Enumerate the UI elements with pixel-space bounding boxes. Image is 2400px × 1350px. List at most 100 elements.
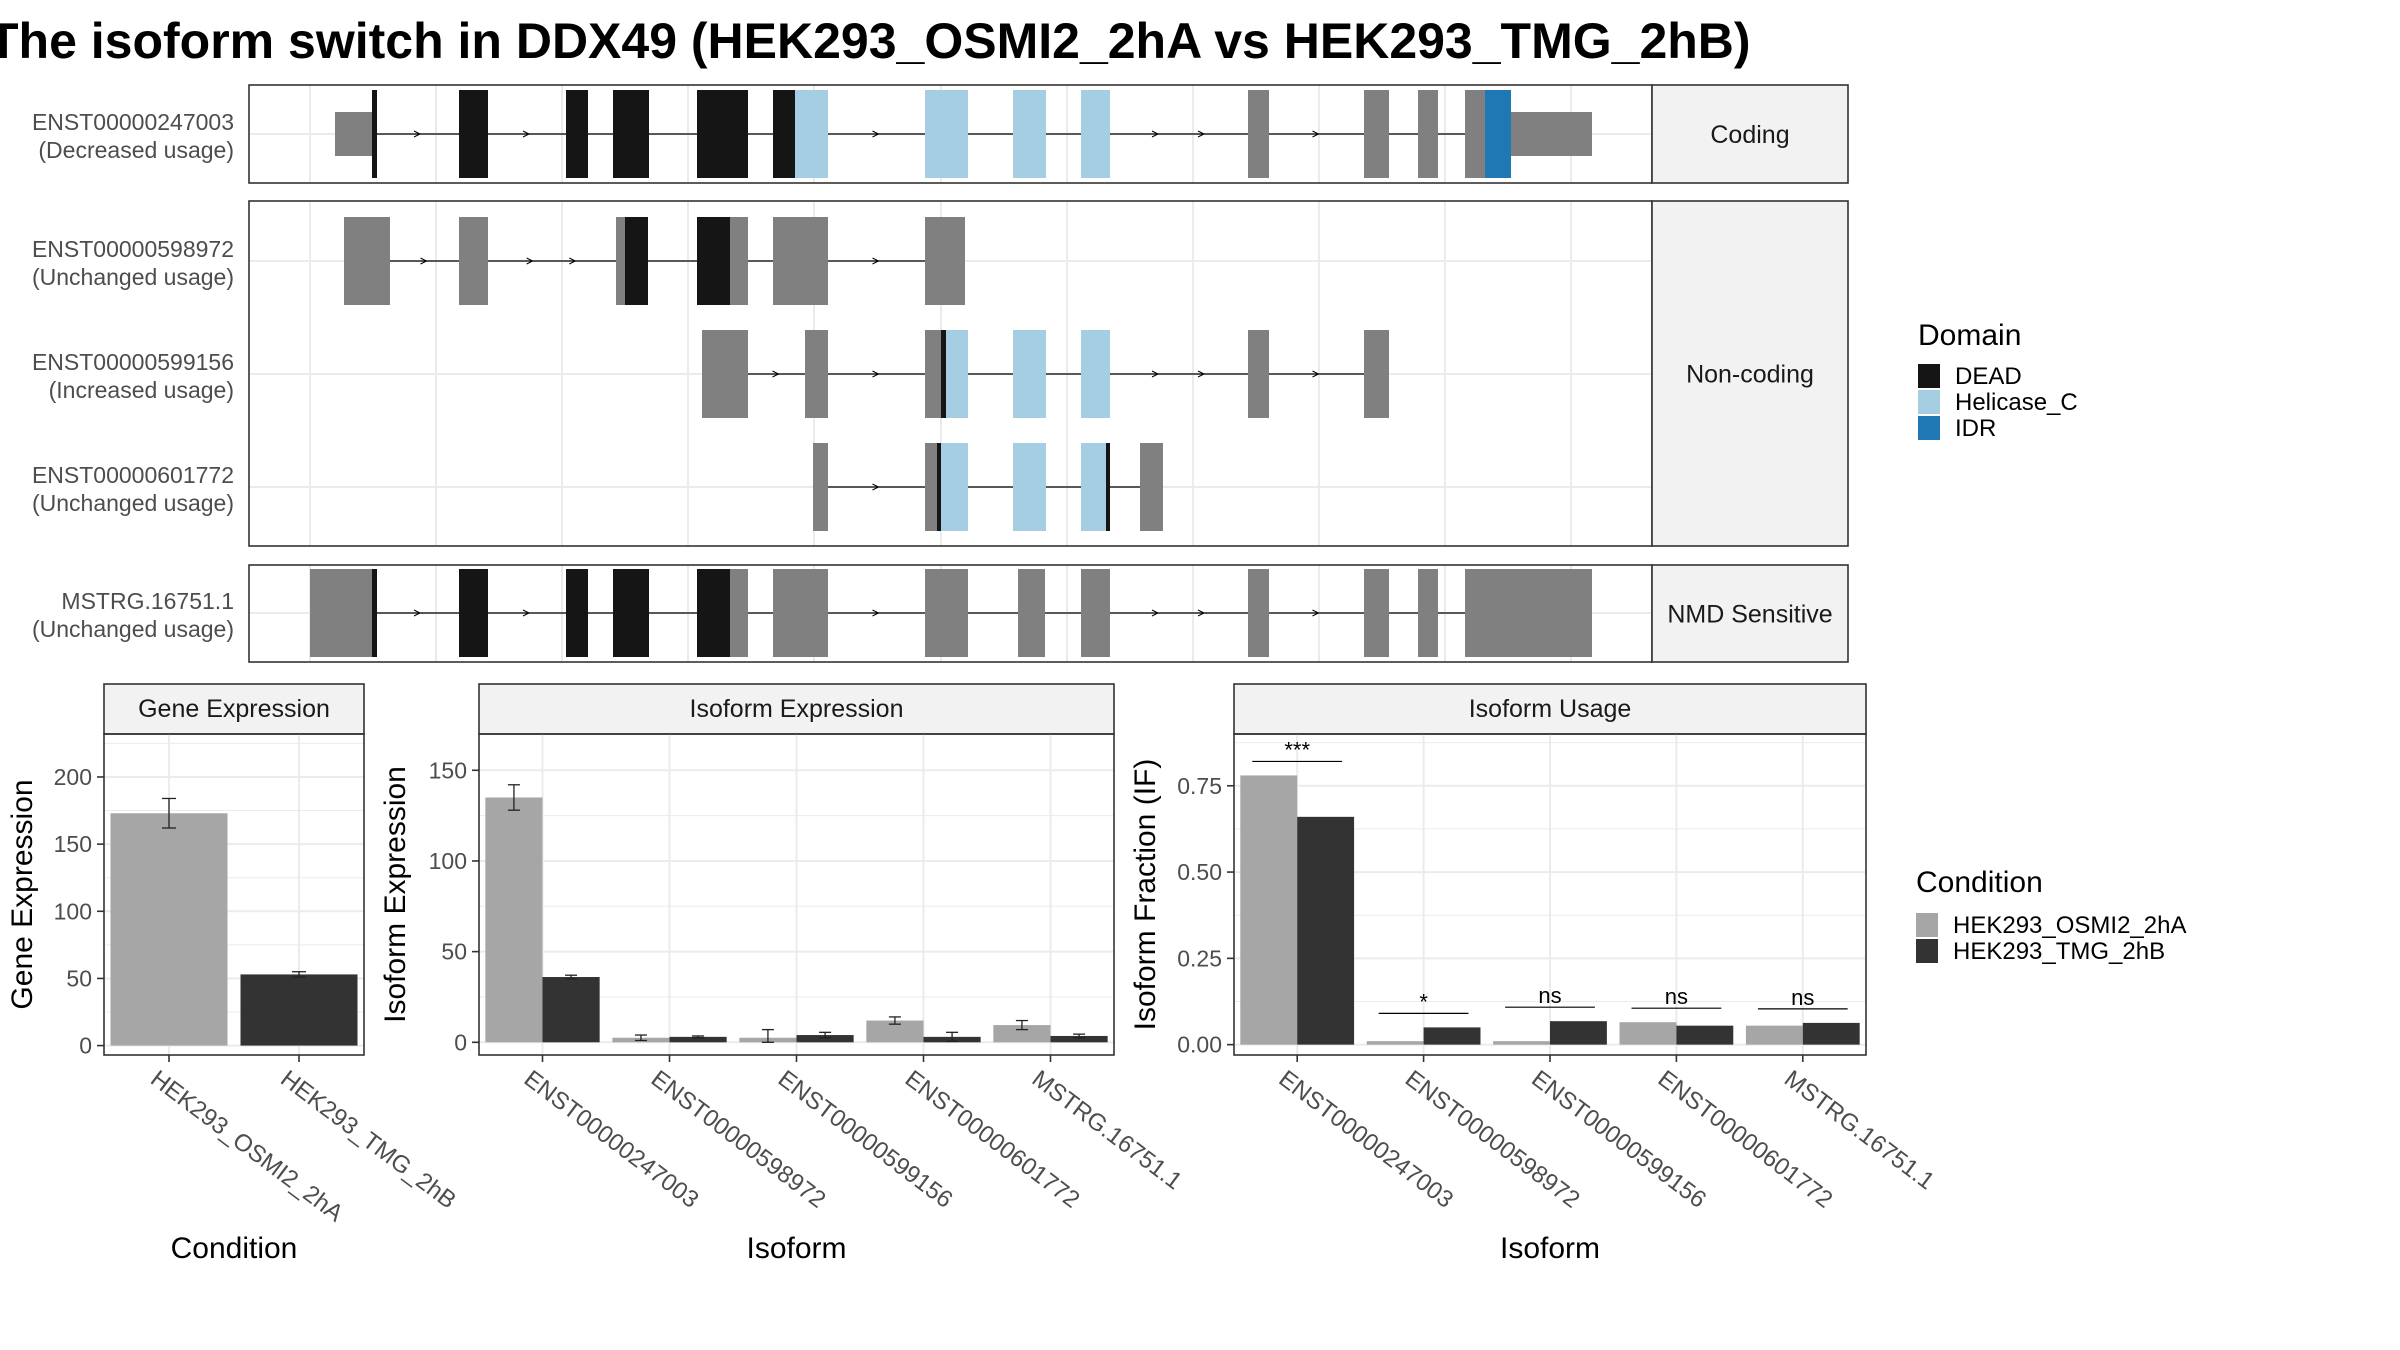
- isoform-track: [335, 90, 1592, 178]
- exon-block: [1081, 90, 1110, 178]
- exon-block: [1152, 443, 1163, 531]
- exon-block: [795, 90, 828, 178]
- condition-legend-key: [1916, 939, 1938, 963]
- exon-block: [925, 569, 968, 657]
- y-tick-label: 50: [441, 939, 467, 965]
- strand-arrow: [1151, 370, 1160, 378]
- group-strip-label: Coding: [1710, 121, 1789, 149]
- y-tick-label: 50: [66, 965, 92, 991]
- domain-legend-key: [1918, 390, 1940, 414]
- exon-block: [1364, 90, 1389, 178]
- bar: [1366, 1041, 1424, 1045]
- exon-block: [730, 569, 748, 657]
- strand-arrow: [872, 370, 880, 378]
- chart-title: Gene Expression: [138, 695, 330, 723]
- exon-block: [1485, 90, 1511, 178]
- condition-legend-key: [1916, 913, 1938, 937]
- exon-block: [941, 443, 968, 531]
- strand-arrow: [522, 609, 531, 617]
- exon-block: [1465, 569, 1592, 657]
- exon-block: [1418, 569, 1438, 657]
- domain-legend-title: Domain: [1918, 319, 2021, 352]
- exon-block: [625, 217, 648, 305]
- bar: [669, 1036, 727, 1043]
- exon-block: [613, 90, 649, 178]
- isoform-track: [344, 217, 965, 305]
- domain-legend-key: [1918, 364, 1940, 388]
- isoform-structure-panel: ENST00000247003(Decreased usage) Coding EN…: [32, 84, 1849, 663]
- isoform-usage-label: (Unchanged usage): [32, 616, 234, 642]
- domain-legend-label: DEAD: [1955, 363, 2022, 390]
- y-tick-label: 0.75: [1177, 773, 1222, 799]
- exon-block: [773, 90, 795, 178]
- exon-block: [352, 569, 372, 657]
- figure-title: The isoform switch in DDX49 (HEK293_OSMI…: [0, 13, 1751, 69]
- exon-block: [925, 330, 941, 418]
- bar: [796, 1035, 854, 1043]
- exon-block: [730, 90, 748, 178]
- strand-arrow: [1151, 130, 1160, 138]
- y-tick-label: 150: [54, 831, 92, 857]
- bar: [1802, 1022, 1860, 1045]
- strand-arrow: [1312, 130, 1320, 138]
- chart-panel-border: [103, 733, 365, 1056]
- bar: [1493, 1041, 1550, 1045]
- exon-block: [1081, 569, 1110, 657]
- exon-block: [730, 217, 748, 305]
- exon-block: [925, 443, 937, 531]
- exon-block: [1465, 90, 1485, 178]
- exon-block: [566, 90, 588, 178]
- significance-label: ns: [1538, 983, 1561, 1008]
- strand-arrow: [569, 257, 577, 265]
- group-strip-label: Non-coding: [1686, 361, 1814, 389]
- isoform-track: [702, 330, 1389, 418]
- exon-block: [1248, 569, 1269, 657]
- isoform-id-label: MSTRG.16751.1: [61, 588, 234, 614]
- bar: [1745, 1025, 1803, 1045]
- strand-arrow: [413, 609, 422, 617]
- exon-block: [459, 217, 488, 305]
- isoform-usage-chart: Isoform Usage**** ns ns ns0.000.250.500.75E…: [1129, 683, 1939, 1265]
- isoform-usage-label: (Unchanged usage): [32, 264, 234, 290]
- exon-block: [773, 569, 828, 657]
- strand-arrow: [420, 257, 428, 265]
- exon-block: [372, 90, 377, 178]
- exon-block: [1013, 443, 1046, 531]
- bar: [485, 797, 543, 1043]
- condition-legend-label: HEK293_OSMI2_2hA: [1953, 912, 2186, 939]
- isoform-track: [310, 569, 1592, 657]
- x-axis-title: Condition: [171, 1232, 298, 1265]
- exon-block: [616, 217, 625, 305]
- y-tick-label: 0.50: [1177, 859, 1222, 885]
- bar: [1240, 775, 1298, 1045]
- condition-legend-label: HEK293_TMG_2hB: [1953, 938, 2165, 965]
- group-strip: [1651, 200, 1849, 547]
- bar: [1619, 1022, 1677, 1045]
- bar: [993, 1025, 1051, 1043]
- group-strip: [1651, 84, 1849, 184]
- bar: [110, 813, 228, 1046]
- exon-block: [1027, 569, 1045, 657]
- isoform-id-label: ENST00000598972: [32, 236, 234, 262]
- exon-block: [459, 569, 488, 657]
- exon-block: [925, 90, 968, 178]
- isoform-usage-label: (Decreased usage): [38, 137, 234, 163]
- x-axis-title: Isoform: [1500, 1232, 1600, 1265]
- exon-block: [1364, 330, 1389, 418]
- strand-arrow: [872, 130, 880, 138]
- exon-block: [1364, 569, 1389, 657]
- y-tick-label: 200: [54, 764, 92, 790]
- exon-block: [946, 330, 968, 418]
- exon-block: [1418, 90, 1438, 178]
- exon-block: [335, 112, 372, 156]
- y-axis-title: Gene Expression: [6, 779, 39, 1009]
- isoform-track: [813, 443, 1163, 531]
- exon-block: [1013, 90, 1046, 178]
- domain-legend-label: IDR: [1955, 415, 1996, 442]
- strand-arrow: [1312, 370, 1320, 378]
- isoform-id-label: ENST00000247003: [32, 109, 234, 135]
- exon-block: [372, 569, 377, 657]
- strand-arrow: [526, 257, 534, 265]
- y-tick-label: 0.00: [1177, 1032, 1222, 1058]
- strand-arrow: [522, 130, 531, 138]
